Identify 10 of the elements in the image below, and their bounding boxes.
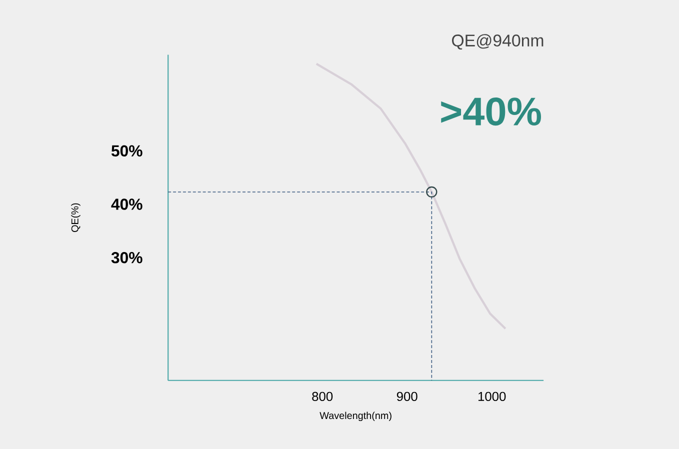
chart-title: QE@940nm xyxy=(452,34,544,50)
x-tick-label: 900 xyxy=(396,392,418,401)
y-axis-title: QE(%) xyxy=(71,203,80,232)
y-tick-label: 30% xyxy=(111,252,142,264)
y-tick-label: 50% xyxy=(111,145,142,156)
x-tick-label: 1000 xyxy=(478,392,506,401)
y-tick-label: 40% xyxy=(111,198,142,210)
text: >40% xyxy=(441,97,542,126)
x-tick-label: 800 xyxy=(312,392,333,401)
x-axis-title: Wavelength(nm) xyxy=(320,412,392,421)
